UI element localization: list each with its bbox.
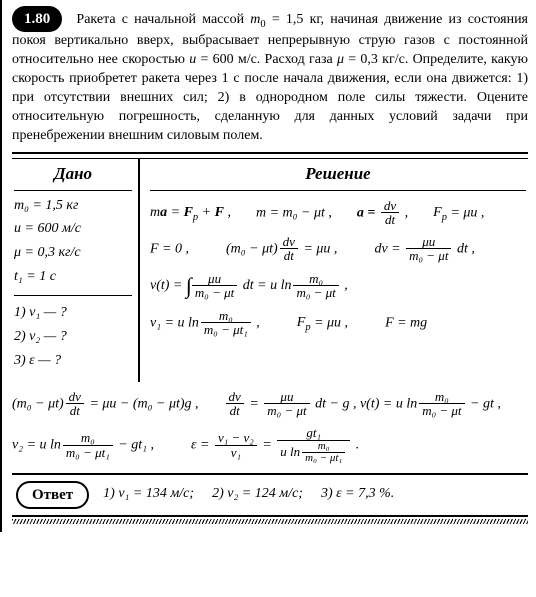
answer-2: 2) v₂ = 124 м/с; bbox=[212, 485, 303, 504]
given-m0: m₀ = 1,5 кг bbox=[14, 197, 132, 216]
problem-text: Ракета с начальной массой m0 = 1,5 кг, н… bbox=[12, 12, 528, 143]
given-header: Дано bbox=[14, 163, 132, 191]
eq-v2-eps: v₂ = u lnm₀m₀ − μt₁ − gt₁ , ε = v₁ − v₂v… bbox=[12, 426, 528, 465]
two-column-layout: Дано m₀ = 1,5 кг u = 600 м/с μ = 0,3 кг/… bbox=[12, 158, 528, 382]
given-q3: 3) ε — ? bbox=[14, 352, 132, 371]
eq-case1-ode: F = 0 , (m₀ − μt)dvdt = μu , dv = μum₀ −… bbox=[150, 235, 526, 263]
eq-newton: ma = Fр + F , m = m₀ − μt , a = dvdt , F… bbox=[150, 199, 526, 227]
given-t1: t₁ = 1 с bbox=[14, 268, 132, 287]
given-column: Дано m₀ = 1,5 кг u = 600 м/с μ = 0,3 кг/… bbox=[12, 159, 140, 382]
eq-integral: v(t) = ∫μum₀ − μt dt = u lnm₀m₀ − μt , bbox=[150, 271, 526, 301]
given-q2: 2) v₂ — ? bbox=[14, 328, 132, 347]
bottom-hatch bbox=[12, 519, 528, 524]
answer-row: Ответ 1) v₁ = 134 м/с; 2) v₂ = 124 м/с; … bbox=[12, 473, 528, 517]
problem-number-badge: 1.80 bbox=[12, 6, 62, 32]
given-q1: 1) v₁ — ? bbox=[14, 304, 132, 323]
eq-case2-ode: (m₀ − μt)dvdt = μu − (m₀ − μt)g , dvdt =… bbox=[12, 390, 528, 418]
problem-statement: 1.80 Ракета с начальной массой m0 = 1,5 … bbox=[12, 6, 528, 146]
solution-header: Решение bbox=[150, 163, 526, 191]
divider-top bbox=[12, 152, 528, 154]
eq-v1: v₁ = u lnm₀m₀ − μt₁ , Fр = μu , F = mg bbox=[150, 309, 526, 337]
answer-1: 1) v₁ = 134 м/с; bbox=[103, 485, 194, 504]
given-separator bbox=[14, 295, 132, 296]
answer-label: Ответ bbox=[16, 481, 89, 509]
given-u: u = 600 м/с bbox=[14, 220, 132, 239]
answer-3: 3) ε = 7,3 %. bbox=[321, 485, 394, 504]
given-mu: μ = 0,3 кг/с bbox=[14, 244, 132, 263]
solution-continued: (m₀ − μt)dvdt = μu − (m₀ − μt)g , dvdt =… bbox=[12, 390, 528, 465]
solution-column: Решение ma = Fр + F , m = m₀ − μt , a = … bbox=[140, 159, 528, 382]
page: 1.80 Ракета с начальной массой m0 = 1,5 … bbox=[0, 0, 536, 532]
